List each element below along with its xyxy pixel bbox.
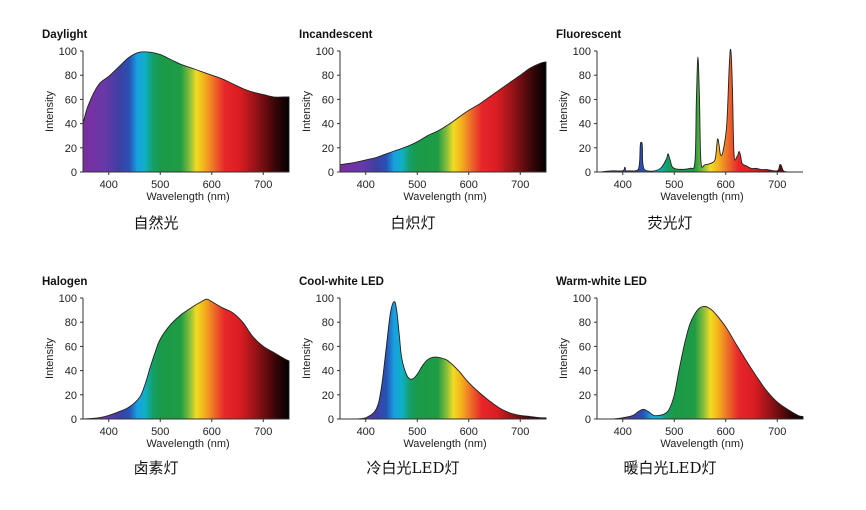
y-tick-label: 100 — [573, 293, 591, 305]
x-tick-label: 700 — [768, 426, 786, 438]
y-tick-label: 80 — [65, 70, 77, 82]
chart-panel-1: Incandescent 0 20 40 60 80 100 400 500 600 700 Wave… — [299, 29, 547, 232]
x-axis-label: Wavelength (nm) — [660, 191, 743, 203]
x-tick-label: 600 — [717, 179, 735, 191]
x-tick-label: 600 — [460, 179, 478, 191]
x-tick-label: 600 — [717, 426, 735, 438]
y-axis-label: Intensity — [301, 338, 313, 379]
x-tick-label: 600 — [460, 426, 478, 438]
y-tick-label: 0 — [328, 414, 334, 426]
x-tick-label: 500 — [665, 179, 683, 191]
y-tick-label: 20 — [322, 390, 334, 402]
x-tick-label: 500 — [408, 179, 426, 191]
chart-title: Halogen — [42, 276, 87, 288]
spectrum-area — [612, 305, 804, 420]
y-tick-label: 80 — [322, 70, 334, 82]
chart-panel-3: Halogen 0 20 40 60 80 100 400 500 600 700 Wavelengt… — [42, 276, 290, 477]
y-tick-label: 40 — [579, 119, 591, 131]
chart-panel-0: Daylight 0 20 40 60 80 100 400 500 600 700 Waveleng… — [42, 29, 290, 232]
chart-title: Daylight — [42, 29, 88, 41]
spectrum-area — [599, 48, 788, 173]
y-tick-label: 20 — [579, 390, 591, 402]
chart-title: Warm-white LED — [556, 276, 647, 288]
x-tick-label: 400 — [100, 179, 118, 191]
y-tick-label: 40 — [65, 366, 77, 378]
chart-title: Incandescent — [299, 29, 373, 41]
x-axis-label: Wavelength (nm) — [146, 438, 229, 450]
chart-panel-4: Cool-white LED 0 20 40 60 80 100 400 500 600 700 Wa… — [299, 276, 547, 477]
y-tick-label: 0 — [585, 414, 591, 426]
y-tick-label: 100 — [59, 46, 77, 58]
y-tick-label: 80 — [322, 317, 334, 329]
chart-caption: 自然光 — [133, 214, 178, 232]
y-tick-label: 60 — [65, 94, 77, 106]
x-tick-label: 700 — [511, 426, 529, 438]
x-tick-label: 500 — [151, 179, 169, 191]
y-axis-label: Intensity — [44, 91, 56, 132]
x-tick-label: 400 — [614, 426, 632, 438]
y-axis-label: Intensity — [44, 338, 56, 379]
x-tick-label: 700 — [254, 426, 272, 438]
y-tick-label: 0 — [71, 167, 77, 179]
y-tick-label: 0 — [328, 167, 334, 179]
y-tick-label: 20 — [65, 390, 77, 402]
x-tick-label: 500 — [408, 426, 426, 438]
y-tick-label: 100 — [59, 293, 77, 305]
chart-title: Fluorescent — [556, 29, 621, 41]
x-tick-label: 400 — [357, 426, 375, 438]
y-tick-label: 60 — [579, 94, 591, 106]
chart-caption: 冷白光LED灯 — [367, 459, 460, 477]
y-tick-label: 40 — [322, 366, 334, 378]
chart-caption: 暖白光LED灯 — [624, 459, 717, 477]
x-axis-label: Wavelength (nm) — [403, 191, 486, 203]
y-tick-label: 20 — [65, 143, 77, 155]
y-tick-label: 60 — [322, 341, 334, 353]
x-tick-label: 400 — [614, 179, 632, 191]
chart-panel-2: Fluorescent 0 20 40 60 80 100 400 500 600 700 Wavel… — [556, 29, 803, 232]
x-tick-label: 600 — [203, 179, 221, 191]
x-tick-label: 400 — [357, 179, 375, 191]
y-tick-label: 60 — [579, 341, 591, 353]
x-tick-label: 700 — [511, 179, 529, 191]
chart-caption: 白炽灯 — [390, 214, 435, 232]
x-tick-label: 600 — [203, 426, 221, 438]
spectrum-area — [355, 301, 547, 420]
y-axis-label: Intensity — [301, 91, 313, 132]
y-axis-label: Intensity — [558, 338, 570, 379]
y-tick-label: 100 — [573, 46, 591, 58]
y-tick-label: 80 — [579, 317, 591, 329]
spectrum-area — [82, 298, 290, 420]
y-tick-label: 80 — [65, 317, 77, 329]
x-tick-label: 500 — [151, 426, 169, 438]
chart-panel-5: Warm-white LED 0 20 40 60 80 100 400 500 600 700 Wa… — [556, 276, 804, 477]
chart-caption: 荧光灯 — [647, 214, 692, 232]
chart-title: Cool-white LED — [299, 276, 384, 288]
x-axis-label: Wavelength (nm) — [403, 438, 486, 450]
x-axis-label: Wavelength (nm) — [660, 438, 743, 450]
y-tick-label: 20 — [579, 143, 591, 155]
y-tick-label: 60 — [322, 94, 334, 106]
spectrum-area — [339, 61, 547, 173]
x-tick-label: 700 — [254, 179, 272, 191]
x-axis-label: Wavelength (nm) — [146, 191, 229, 203]
y-tick-label: 100 — [316, 46, 334, 58]
y-tick-label: 60 — [65, 341, 77, 353]
y-tick-label: 0 — [71, 414, 77, 426]
y-axis-label: Intensity — [558, 91, 570, 132]
y-tick-label: 40 — [65, 119, 77, 131]
y-tick-label: 40 — [322, 119, 334, 131]
y-tick-label: 100 — [316, 293, 334, 305]
y-tick-label: 40 — [579, 366, 591, 378]
y-tick-label: 0 — [585, 167, 591, 179]
x-tick-label: 400 — [100, 426, 118, 438]
y-tick-label: 80 — [579, 70, 591, 82]
x-tick-label: 500 — [665, 426, 683, 438]
x-tick-label: 700 — [768, 179, 786, 191]
chart-caption: 卤素灯 — [133, 459, 178, 477]
y-tick-label: 20 — [322, 143, 334, 155]
spectrum-area — [82, 51, 290, 173]
